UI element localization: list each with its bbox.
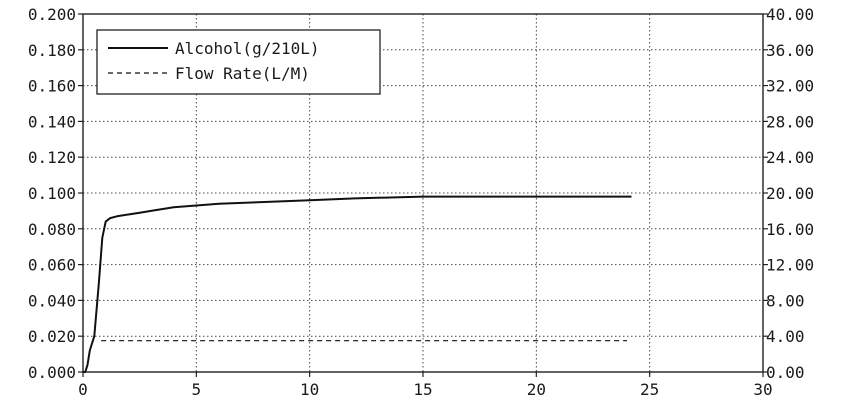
left-y-tick-label: 0.020 — [28, 327, 76, 346]
right-y-tick-label: 0.00 — [766, 363, 805, 382]
right-y-axis-ticks: 0.00 4.00 8.00 12.00 16.00 20.00 24.00 28.00 32.… — [763, 5, 814, 382]
x-tick-label: 20 — [527, 380, 546, 399]
left-y-tick-label: 0.080 — [28, 220, 76, 239]
legend: Alcohol(g/210L) Flow Rate(L/M) — [96, 29, 381, 95]
legend-label-flow-rate: Flow Rate(L/M) — [175, 64, 310, 83]
left-y-tick-label: 0.000 — [28, 363, 76, 382]
left-y-tick-label: 0.140 — [28, 112, 76, 131]
right-y-tick-label: 20.00 — [766, 184, 814, 203]
x-tick-label: 5 — [192, 380, 202, 399]
right-y-tick-label: 40.00 — [766, 5, 814, 24]
x-tick-label: 25 — [640, 380, 659, 399]
left-y-tick-label: 0.100 — [28, 184, 76, 203]
left-y-axis-ticks: 0.000 0.020 0.040 0.060 0.080 0.100 0.120 0.140… — [28, 5, 83, 382]
series-line-alcohol — [83, 195, 632, 373]
left-y-tick-label: 0.160 — [28, 77, 76, 96]
right-y-tick-label: 16.00 — [766, 220, 814, 239]
left-y-tick-label: 0.040 — [28, 291, 76, 310]
legend-label-alcohol: Alcohol(g/210L) — [175, 39, 320, 58]
right-y-tick-label: 36.00 — [766, 41, 814, 60]
legend-box — [96, 29, 381, 95]
left-y-tick-label: 0.060 — [28, 256, 76, 275]
x-axis-ticks: 0 5 10 15 20 25 30 — [78, 372, 773, 399]
left-y-tick-label: 0.200 — [28, 5, 76, 24]
left-y-tick-label: 0.120 — [28, 148, 76, 167]
right-y-tick-label: 32.00 — [766, 77, 814, 96]
right-y-tick-label: 12.00 — [766, 256, 814, 275]
right-y-tick-label: 24.00 — [766, 148, 814, 167]
x-tick-label: 10 — [300, 380, 319, 399]
right-y-tick-label: 28.00 — [766, 112, 814, 131]
x-tick-label: 0 — [78, 380, 88, 399]
x-tick-label: 30 — [753, 380, 772, 399]
right-y-tick-label: 4.00 — [766, 327, 805, 346]
left-y-tick-label: 0.180 — [28, 41, 76, 60]
right-y-tick-label: 8.00 — [766, 291, 805, 310]
x-tick-label: 15 — [413, 380, 432, 399]
series-layer — [83, 195, 632, 373]
